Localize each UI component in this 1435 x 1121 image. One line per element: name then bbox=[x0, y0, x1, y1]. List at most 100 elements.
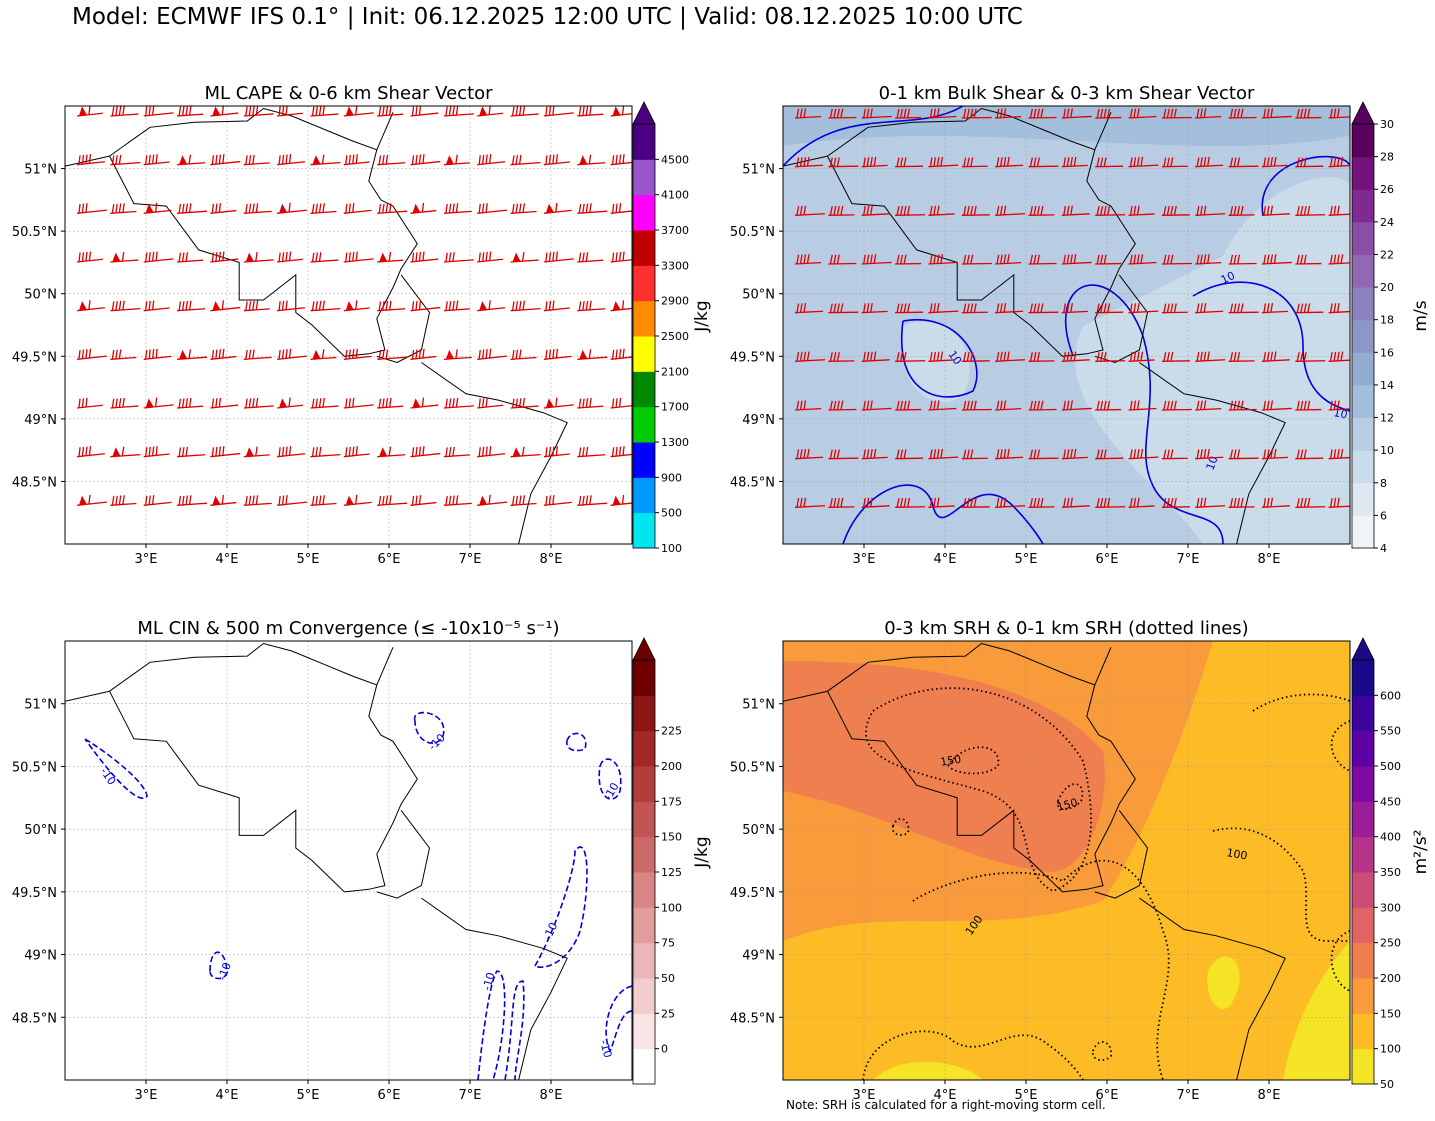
y-tick-label: 50°N bbox=[24, 288, 57, 303]
wind-barb bbox=[1295, 303, 1324, 314]
wind-barb bbox=[895, 449, 924, 460]
colorbar-tick-label: 500 bbox=[661, 507, 682, 520]
wind-barb bbox=[1061, 303, 1088, 314]
wind-barb bbox=[961, 351, 990, 362]
wind-barb bbox=[1228, 400, 1257, 411]
contour-label: 100 bbox=[1225, 846, 1248, 862]
colorbar-tick-label: 26 bbox=[1380, 183, 1394, 196]
wind-barb bbox=[1161, 497, 1190, 508]
wind-barb bbox=[1161, 205, 1190, 216]
wind-barb bbox=[1061, 254, 1092, 265]
country-border bbox=[1094, 809, 1149, 899]
wind-barb bbox=[1128, 108, 1157, 119]
wind-barb bbox=[828, 157, 859, 168]
wind-barb bbox=[210, 348, 237, 360]
panel-title: 0-1 km Bulk Shear & 0-3 km Shear Vector bbox=[879, 83, 1255, 104]
colorbar-tick-label: 550 bbox=[1380, 725, 1401, 738]
wind-barb bbox=[177, 397, 204, 409]
wind-barb bbox=[310, 203, 337, 214]
contour-10 bbox=[900, 318, 978, 398]
colorbar-segment bbox=[633, 660, 655, 696]
colorbar-tick-label: 100 bbox=[1380, 1043, 1401, 1056]
srh-field-low bbox=[1283, 941, 1350, 1080]
wind-barb bbox=[177, 154, 206, 166]
wind-barb bbox=[961, 108, 992, 119]
wind-barb bbox=[343, 348, 372, 360]
contour-10 bbox=[842, 484, 1044, 544]
y-tick-label: 48.5°N bbox=[12, 1011, 57, 1026]
wind-barb bbox=[143, 495, 172, 506]
wind-barb bbox=[1128, 156, 1159, 168]
wind-barb bbox=[510, 446, 541, 458]
wind-barb bbox=[343, 397, 374, 409]
wind-barb bbox=[76, 446, 105, 458]
srh-note: Note: SRH is calculated for a right-movi… bbox=[786, 1098, 1106, 1112]
colorbar-segment bbox=[1352, 907, 1374, 944]
wind-barb bbox=[828, 400, 857, 411]
main-title: Model: ECMWF IFS 0.1° | Init: 06.12.2025… bbox=[72, 4, 1023, 30]
wind-barb bbox=[794, 400, 821, 411]
colorbar-tick-label: 30 bbox=[1380, 118, 1394, 131]
wind-barb bbox=[895, 108, 922, 119]
wind-barb bbox=[477, 348, 508, 360]
wind-barb bbox=[577, 300, 606, 312]
x-tick-label: 3°E bbox=[135, 552, 158, 567]
wind-barb bbox=[177, 349, 208, 360]
wind-barb bbox=[143, 348, 172, 360]
x-tick-label: 4°E bbox=[216, 1088, 239, 1103]
country-border bbox=[783, 690, 828, 702]
country-border bbox=[376, 274, 431, 364]
x-tick-label: 7°E bbox=[459, 552, 482, 567]
wind-barb bbox=[995, 108, 1022, 119]
x-tick-label: 7°E bbox=[1177, 552, 1200, 567]
wind-barb bbox=[410, 397, 439, 409]
x-tick-label: 3°E bbox=[853, 1088, 876, 1103]
wind-barb bbox=[1095, 157, 1124, 168]
wind-barb bbox=[995, 351, 1026, 362]
colorbar-tick-label: 4 bbox=[1380, 542, 1387, 555]
wind-barb bbox=[510, 397, 539, 409]
wind-barb bbox=[794, 205, 825, 216]
wind-barb bbox=[310, 349, 337, 360]
convergence-contour bbox=[565, 732, 587, 752]
wind-barb bbox=[1328, 108, 1350, 119]
colorbar-segment bbox=[1352, 384, 1374, 419]
colorbar-segment bbox=[633, 766, 655, 802]
colorbar-tick-label: 100 bbox=[661, 542, 682, 555]
country-border bbox=[827, 642, 1136, 893]
shear-field-low bbox=[901, 321, 970, 403]
wind-barb bbox=[1161, 351, 1190, 362]
colorbar-segment bbox=[1352, 287, 1374, 321]
y-tick-label: 51°N bbox=[24, 163, 57, 178]
colorbar-extend bbox=[632, 101, 656, 125]
convergence-contour bbox=[605, 985, 632, 1053]
wind-barb bbox=[995, 254, 1022, 265]
wind-barb bbox=[1295, 497, 1326, 508]
wind-barb bbox=[143, 154, 170, 166]
colorbar-tick-label: 100 bbox=[661, 901, 682, 914]
wind-barb bbox=[1195, 303, 1224, 314]
wind-barb bbox=[510, 495, 537, 506]
colorbar-segment bbox=[633, 1048, 655, 1085]
wind-barb bbox=[995, 400, 1022, 411]
colorbar: 4 6 8 10 12 14 16 18 20 22 24 26 28 30 m/s bbox=[1351, 101, 1431, 555]
wind-barb bbox=[1095, 254, 1122, 265]
wind-barb bbox=[177, 203, 208, 214]
colorbar-tick-label: 25 bbox=[661, 1007, 675, 1020]
wind-barb bbox=[610, 203, 632, 214]
colorbar-segment bbox=[633, 730, 655, 767]
wind-barb bbox=[794, 351, 825, 362]
srh-01-contour bbox=[1330, 720, 1350, 772]
wind-barb bbox=[443, 154, 470, 166]
wind-barb bbox=[543, 202, 572, 214]
wind-barb bbox=[794, 108, 821, 119]
convergence-contour bbox=[477, 970, 525, 1080]
y-tick-label: 50°N bbox=[24, 823, 57, 838]
y-tick-label: 49.5°N bbox=[12, 886, 57, 901]
wind-barb bbox=[1028, 254, 1057, 265]
wind-barb bbox=[1061, 108, 1092, 119]
colorbar-segment bbox=[633, 1013, 655, 1050]
wind-barb bbox=[243, 300, 270, 312]
